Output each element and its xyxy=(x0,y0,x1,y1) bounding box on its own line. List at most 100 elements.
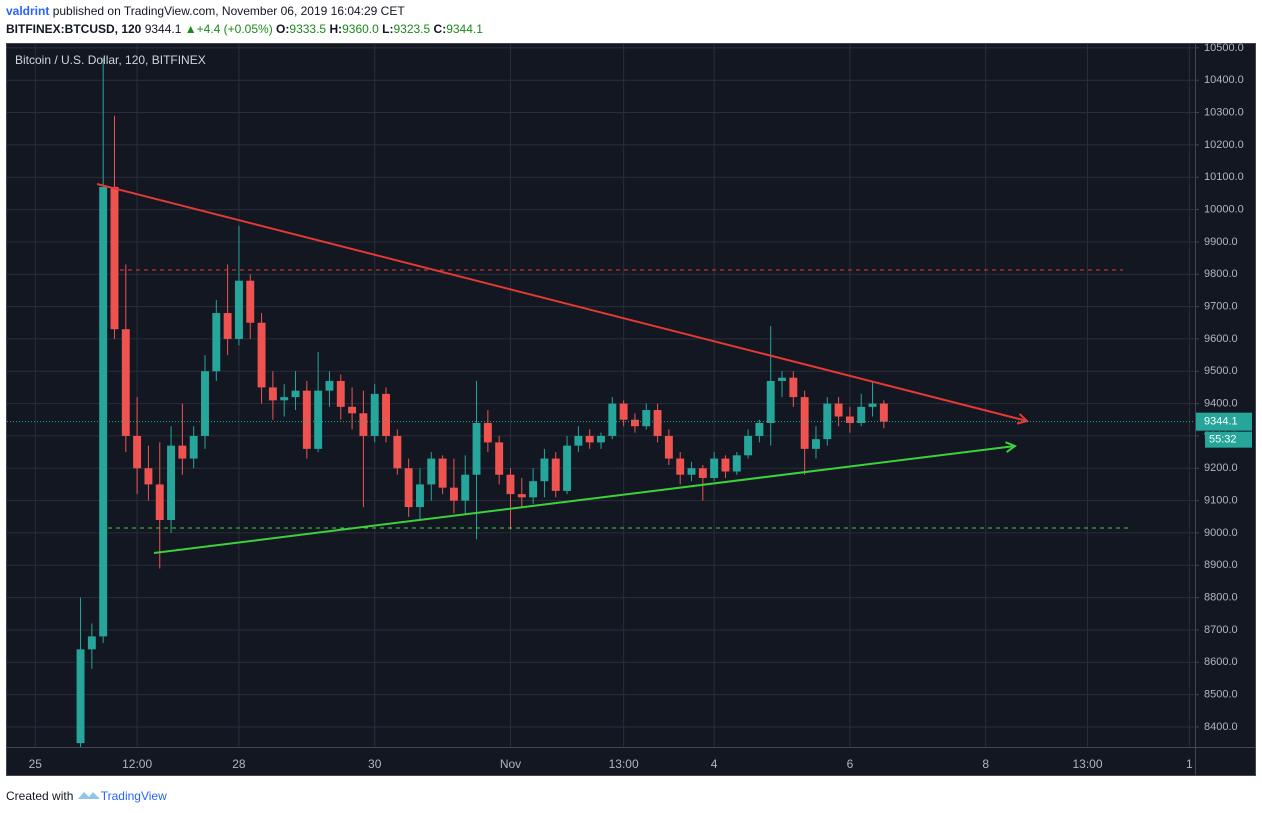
x-tick-label: 28 xyxy=(232,757,246,771)
candle-body xyxy=(879,403,888,422)
arrow: ▲ xyxy=(184,22,197,36)
candle-body xyxy=(302,390,311,449)
candle-body xyxy=(87,636,96,650)
x-tick-label: 13:00 xyxy=(609,757,639,771)
candle-body xyxy=(359,413,368,436)
y-tick-label: 9900.0 xyxy=(1204,236,1238,248)
candle-body xyxy=(710,458,719,478)
countdown-label: 55:32 xyxy=(1209,434,1237,446)
x-tick-label: 25 xyxy=(29,757,43,771)
symbol: BITFINEX:BTCUSD, 120 xyxy=(6,22,142,36)
field-label: C: xyxy=(433,22,447,36)
candle-body xyxy=(608,403,617,436)
candle-body xyxy=(144,468,153,485)
candle-body xyxy=(257,322,266,388)
candle-body xyxy=(201,371,209,436)
header: valdrint published on TradingView.com, N… xyxy=(6,4,405,18)
candle-body xyxy=(449,487,458,501)
x-tick-label: 12:00 xyxy=(122,757,152,771)
y-tick-label: 8800.0 xyxy=(1204,592,1238,604)
x-tick-label: 1 xyxy=(1186,757,1193,771)
candle-body xyxy=(178,445,187,459)
field-value: 9344.1 xyxy=(446,22,483,36)
field-label: L: xyxy=(382,22,394,36)
candle-body xyxy=(823,403,832,440)
y-tick-label: 10500.0 xyxy=(1204,42,1244,54)
candle-body xyxy=(234,280,243,339)
drawings xyxy=(96,183,1130,554)
last-price-badge xyxy=(1196,412,1252,431)
y-tick-label: 9500.0 xyxy=(1204,365,1238,377)
x-tick-label: 6 xyxy=(847,757,854,771)
candle-body xyxy=(483,422,492,443)
candle-body xyxy=(642,410,651,427)
candle-body xyxy=(778,377,786,381)
y-tick-label: 10200.0 xyxy=(1204,139,1244,151)
candle-body xyxy=(133,435,142,469)
candle-body xyxy=(325,380,334,391)
candle-body xyxy=(416,484,424,508)
candle-body xyxy=(868,403,877,407)
candle-body xyxy=(472,422,481,475)
chart-background xyxy=(6,43,1256,776)
last: 9344.1 xyxy=(144,22,182,36)
candle-body xyxy=(189,435,198,459)
y-tick-label: 9600.0 xyxy=(1204,333,1238,345)
candle-body xyxy=(540,458,549,482)
y-tick-label: 9100.0 xyxy=(1204,495,1238,507)
field-label: O: xyxy=(276,22,290,36)
candle-body xyxy=(438,458,447,488)
candle-body xyxy=(336,380,345,407)
candles xyxy=(76,57,888,747)
candle-body xyxy=(563,445,572,491)
candle-body xyxy=(574,435,583,446)
candle-body xyxy=(529,481,538,498)
y-tick-label: 9400.0 xyxy=(1204,397,1238,409)
field-value: 9360.0 xyxy=(342,22,379,36)
candle-body xyxy=(280,397,289,401)
x-tick-label: 30 xyxy=(368,757,382,771)
y-tick-label: 8600.0 xyxy=(1204,656,1238,668)
quote: BITFINEX:BTCUSD, 120 9344.1 ▲+4.4 (+0.05… xyxy=(6,22,483,36)
candle-body xyxy=(845,416,854,423)
candle-body xyxy=(517,494,526,498)
candle-body xyxy=(687,468,696,475)
x-tick-label: 4 xyxy=(711,757,718,771)
y-tick-label: 8400.0 xyxy=(1204,721,1238,733)
candle-body xyxy=(551,458,560,491)
candle-body xyxy=(766,380,775,423)
candle-body xyxy=(76,649,85,744)
brand[interactable]: TradingView xyxy=(100,789,167,803)
candle-body xyxy=(619,403,628,420)
y-tick-label: 8700.0 xyxy=(1204,624,1238,636)
candle-body xyxy=(404,468,413,508)
x-tick-label: Nov xyxy=(500,757,521,771)
candle-body xyxy=(744,435,753,456)
candle-body xyxy=(99,186,108,637)
grid xyxy=(7,44,1195,747)
candle-body xyxy=(393,435,402,469)
candle-body xyxy=(223,313,232,339)
author[interactable]: valdrint xyxy=(6,4,50,18)
candle-body xyxy=(246,280,255,323)
y-tick-label: 9800.0 xyxy=(1204,268,1238,280)
last-price-label: 9344.1 xyxy=(1204,416,1238,428)
logo xyxy=(77,792,100,799)
candle-body xyxy=(427,458,436,485)
candle-body xyxy=(506,474,515,495)
candle-body xyxy=(121,329,130,436)
candle-body xyxy=(789,377,798,398)
candle-body xyxy=(653,410,662,436)
candle-body xyxy=(721,458,730,472)
x-tick-label: 8 xyxy=(982,757,989,771)
footer: Created with TradingView xyxy=(6,788,167,803)
candle-body xyxy=(495,442,504,475)
candle-body xyxy=(664,435,673,459)
candle-body xyxy=(155,484,164,520)
y-tick-label: 9200.0 xyxy=(1204,462,1238,474)
candle-body xyxy=(167,445,176,520)
candle-body xyxy=(382,393,390,436)
chart-title: Bitcoin / U.S. Dollar, 120, BITFINEX xyxy=(15,53,206,67)
candle-body xyxy=(585,435,594,443)
